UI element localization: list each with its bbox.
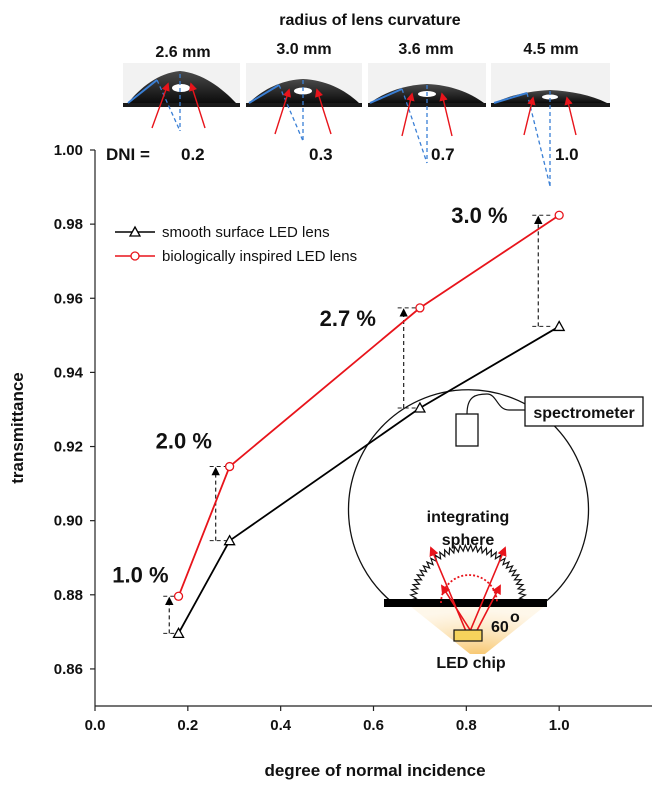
dni-value-3: 0.7 <box>431 145 455 164</box>
x-tick-label: 0.2 <box>177 717 198 734</box>
axes: 0.860.880.900.920.940.960.981.00 0.0 0.2 0… <box>54 142 652 734</box>
droplet-photos: 2.6 mm 3.0 mm 3.6 mm <box>123 41 610 187</box>
y-tick-label: 0.96 <box>54 290 83 307</box>
led-chip <box>453 629 483 642</box>
radius-label-2: 3.0 mm <box>276 41 331 58</box>
y-tick-label: 0.92 <box>54 439 83 456</box>
sphere-outline <box>347 389 590 604</box>
x-tick-label: 0.8 <box>456 717 477 734</box>
annotation-label: 2.0 % <box>156 429 212 454</box>
spectrometer-label: spectrometer <box>533 405 634 422</box>
spectrometer-cable <box>466 393 525 415</box>
x-tick-label: 1.0 <box>549 717 570 734</box>
legend-entry-bio: biologically inspired LED lens <box>115 248 357 265</box>
radius-label-4: 4.5 mm <box>523 41 578 58</box>
sphere-port <box>455 413 479 447</box>
legend-label-smooth: smooth surface LED lens <box>162 224 330 241</box>
legend: smooth surface LED lens biologically ins… <box>115 224 357 265</box>
bio-lens-surface <box>408 543 528 604</box>
ray-2 <box>467 546 507 637</box>
series-line <box>177 214 560 597</box>
y-tick-label: 0.90 <box>54 513 83 530</box>
droplet-1: 2.6 mm <box>123 44 240 132</box>
droplet-2: 3.0 mm <box>246 41 362 142</box>
y-tick-label: 0.98 <box>54 216 83 233</box>
data-point-circle <box>173 591 184 601</box>
x-tick-label: 0.6 <box>363 717 384 734</box>
angle-label: 60 <box>491 619 509 636</box>
data-point-triangle <box>223 534 236 546</box>
x-axis-label: degree of normal incidence <box>264 761 485 780</box>
legend-label-bio: biologically inspired LED lens <box>162 248 357 265</box>
sphere-label-line2: sphere <box>442 532 495 549</box>
lens-base-plate <box>384 599 547 607</box>
series-layer <box>172 210 566 638</box>
data-point-triangle <box>413 401 427 413</box>
legend-entry-smooth: smooth surface LED lens <box>115 224 330 241</box>
ray-3 <box>440 584 475 637</box>
dni-value-2: 0.3 <box>309 145 333 164</box>
annotation-label: 2.7 % <box>320 306 376 331</box>
annotation-label: 3.0 % <box>451 203 507 228</box>
x-tick-label: 0.4 <box>270 717 292 734</box>
data-point-circle <box>224 461 235 472</box>
y-tick-label: 0.94 <box>54 364 84 381</box>
data-point-triangle <box>553 320 566 332</box>
y-tick-label: 1.00 <box>54 142 83 159</box>
dni-value-4: 1.0 <box>555 145 579 164</box>
legend-circle-marker <box>130 251 140 261</box>
data-point-circle <box>554 210 564 220</box>
difference-annotations: 1.0 % 2.0 % 2.7 % 3.0 % <box>112 203 551 634</box>
droplet-3: 3.6 mm <box>368 41 486 164</box>
integrating-sphere-inset: spectrometer integrating sphere 60 o LED… <box>347 389 644 672</box>
ray-4 <box>473 584 501 637</box>
y-tick-label: 0.88 <box>54 587 83 604</box>
annotation-label: 1.0 % <box>112 562 168 587</box>
header-title: radius of lens curvature <box>279 12 460 29</box>
y-tick-label: 0.86 <box>54 661 83 678</box>
spectrometer-box <box>524 396 644 427</box>
dni-value-1: 0.2 <box>181 145 205 164</box>
droplet-4: 4.5 mm <box>491 41 610 187</box>
led-chip-label: LED chip <box>436 655 506 672</box>
y-ticks: 0.86 0.88 0.90 0.92 0.94 0.96 0.98 1.00 <box>54 142 95 678</box>
sphere-label-line1: integrating <box>427 509 510 526</box>
radius-label-3: 3.6 mm <box>398 41 453 58</box>
radius-label-1: 2.6 mm <box>155 44 210 61</box>
data-point-triangle <box>172 627 185 638</box>
legend-triangle-marker <box>128 225 142 237</box>
x-ticks: 0.0 0.2 0.4 0.6 0.8 1.0 <box>85 706 570 734</box>
x-tick-label: 0.0 <box>85 717 106 734</box>
y-axis-label: transmittance <box>8 372 27 483</box>
data-point-circle <box>415 303 425 313</box>
dni-prefix: DNI = <box>106 145 150 164</box>
angle-degree: o <box>510 609 520 626</box>
series-line <box>177 325 560 634</box>
